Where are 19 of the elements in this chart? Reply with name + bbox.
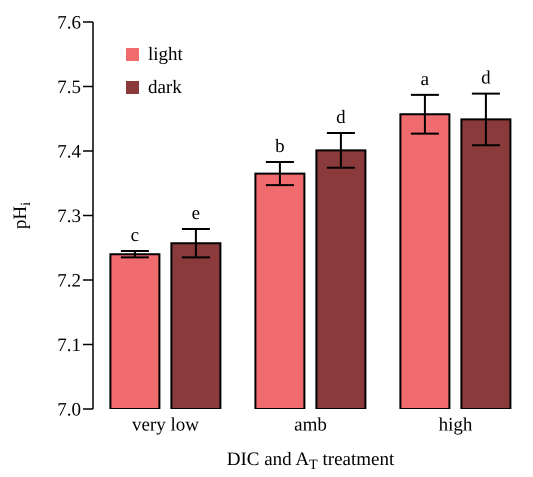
y-tick-label: 7.5: [57, 77, 81, 98]
x-tick-label: amb: [294, 414, 327, 436]
x-tick-label: very low: [132, 414, 200, 436]
y-tick-label: 7.3: [57, 206, 81, 228]
data-label: e: [192, 203, 200, 224]
data-label: d: [336, 106, 346, 128]
data-label: b: [275, 136, 285, 157]
data-label: d: [481, 68, 492, 89]
x-axis-title: DIC and A$_{T}$ treatment: [226, 449, 395, 472]
y-tick-label: 7.4: [57, 142, 82, 163]
x-tick-label: high: [438, 414, 473, 436]
legend-label: dark: [148, 76, 182, 98]
y-tick-label: 7.0: [57, 400, 81, 421]
data-label: a: [420, 68, 430, 90]
legend-label: light: [148, 44, 183, 66]
data-label: c: [130, 224, 140, 246]
y-tick-label: 7.1: [57, 335, 81, 356]
y-tick-label: 7.6: [57, 12, 81, 34]
y-tick-label: 7.2: [57, 270, 81, 292]
